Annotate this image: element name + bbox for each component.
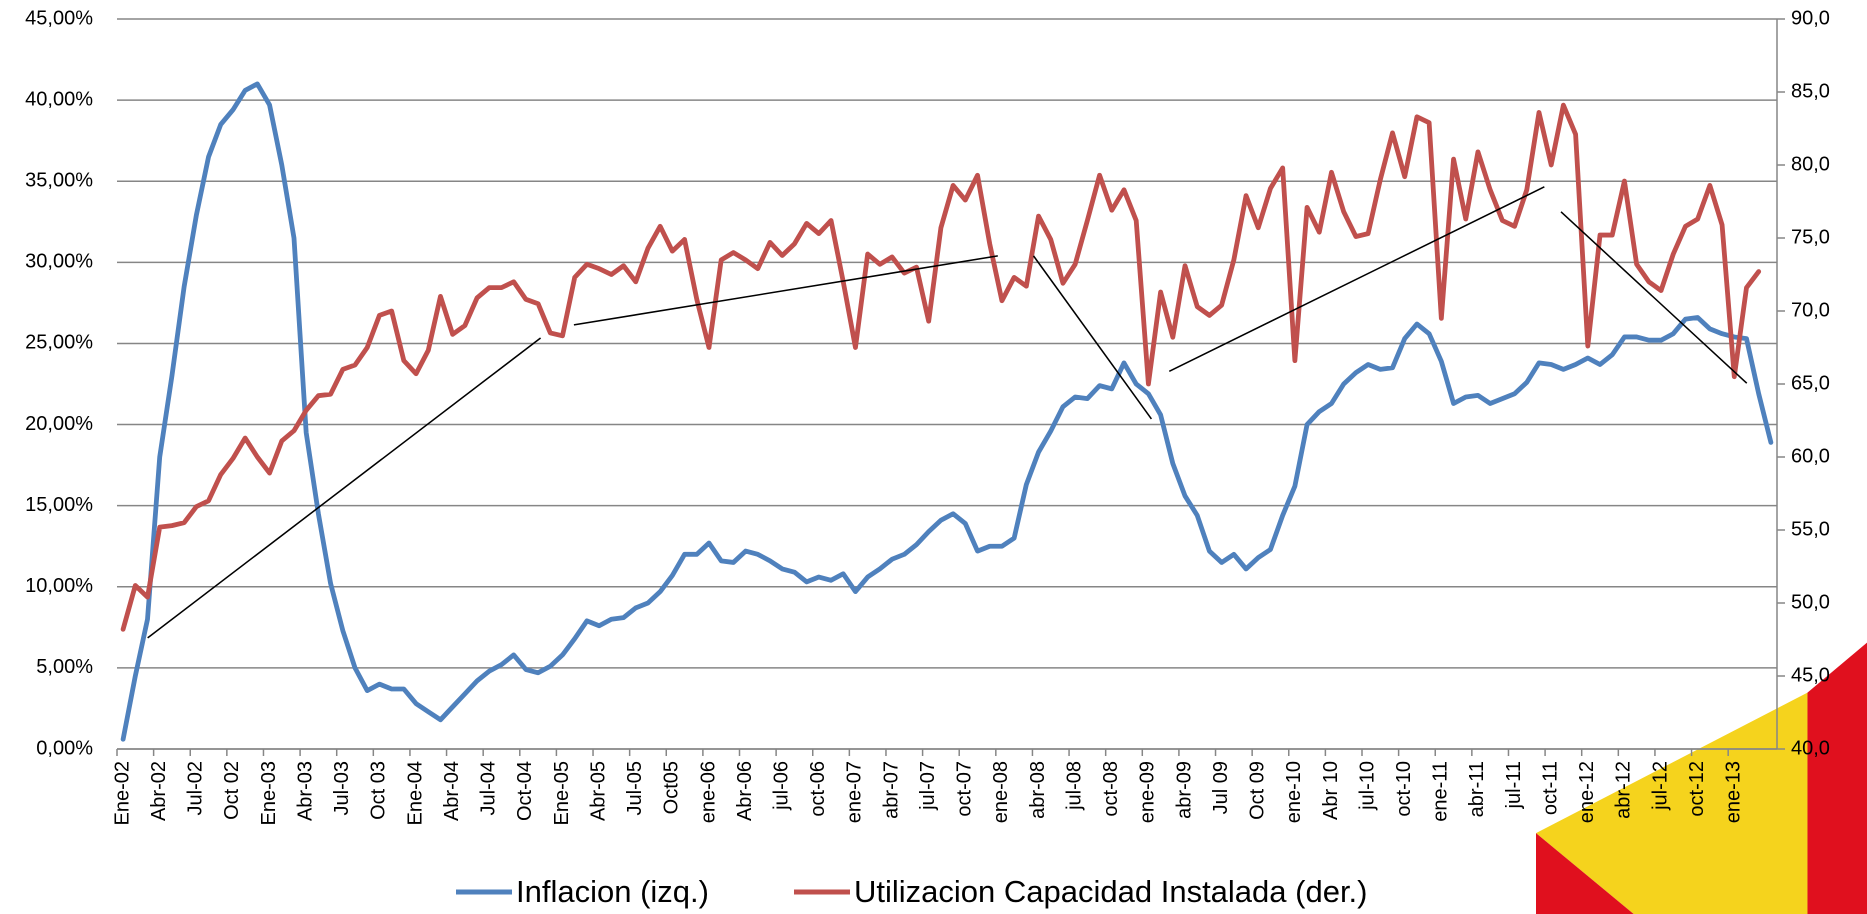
y-tick-label: 25,00%: [25, 332, 93, 354]
legend-label: Inflacion (izq.): [516, 874, 709, 909]
y2-tick-label: 60,0: [1791, 445, 1830, 467]
y-tick-label: 20,00%: [25, 413, 93, 435]
x-tick-label: Oct-04: [514, 761, 536, 821]
x-tick-label: oct-08: [1100, 761, 1122, 817]
x-tick-label: oct-12: [1686, 761, 1708, 817]
trend-line: [1560, 211, 1748, 384]
y2-tick-label: 55,0: [1791, 518, 1830, 540]
x-tick-label: oct-10: [1393, 761, 1415, 817]
x-tick-label: ene-11: [1430, 761, 1452, 822]
trend-line: [1168, 186, 1545, 373]
x-tick-label: Ene-05: [551, 761, 573, 826]
y-tick-label: 30,00%: [25, 251, 93, 273]
x-tick-label: Jul-04: [478, 761, 500, 815]
y2-tick-label: 40,0: [1791, 737, 1830, 759]
x-tick-label: ene-08: [990, 761, 1012, 823]
x-tick-label: abr-12: [1613, 761, 1635, 819]
x-tick-label: Abr-06: [734, 761, 756, 821]
y-tick-label: 5,00%: [36, 656, 93, 678]
y2-tick-label: 80,0: [1791, 153, 1830, 175]
x-tick-label: oct-06: [807, 761, 829, 817]
y-tick-label: 40,00%: [25, 88, 93, 110]
y-tick-label: 10,00%: [25, 575, 93, 597]
y-tick-label: 35,00%: [25, 170, 93, 192]
x-tick-label: ene-10: [1283, 761, 1305, 823]
x-tick-label: ene-12: [1576, 761, 1598, 823]
x-tick-label: ene-09: [1137, 761, 1159, 823]
y2-tick-label: 90,0: [1791, 7, 1830, 29]
trend-line: [147, 337, 542, 639]
x-tick-label: ene-13: [1723, 761, 1745, 823]
trend-line: [1032, 255, 1153, 420]
y2-tick-label: 50,0: [1791, 591, 1830, 613]
x-tick-label: Ene-03: [258, 761, 280, 826]
x-tick-label: jul-10: [1356, 761, 1378, 811]
x-tick-label: Abr-03: [294, 761, 316, 821]
x-tick-label: abr-07: [880, 761, 902, 819]
x-tick-label: Ene-02: [111, 761, 133, 826]
x-tick-label: Jul 09: [1210, 761, 1232, 814]
x-tick-label: abr-11: [1466, 761, 1488, 817]
x-tick-label: Oct 02: [221, 761, 243, 820]
trend-lines: [147, 186, 1748, 639]
decoration-red: [1807, 642, 1867, 914]
series-line: [120, 102, 1762, 632]
y-tick-label: 15,00%: [25, 494, 93, 516]
y2-tick-label: 70,0: [1791, 299, 1830, 321]
x-tick-label: oct-11: [1539, 761, 1561, 815]
x-tick-label: oct-07: [954, 761, 976, 817]
y2-tick-label: 85,0: [1791, 80, 1830, 102]
x-tick-label: abr-08: [1027, 761, 1049, 819]
x-tick-label: jul-06: [771, 761, 793, 811]
y2-tick-label: 75,0: [1791, 226, 1830, 248]
x-tick-label: jul-12: [1649, 761, 1671, 811]
x-tick-label: ene-06: [697, 761, 719, 823]
x-tick-label: ene-07: [844, 761, 866, 823]
decoration-yellow: [1536, 692, 1808, 914]
x-tick-label: jul-08: [1063, 761, 1085, 811]
x-tick-label: Oct 03: [368, 761, 390, 820]
y-tick-label: 0,00%: [36, 737, 93, 759]
x-tick-label: Abr-02: [148, 761, 170, 821]
x-tick-label: Oct 09: [1247, 761, 1269, 820]
x-tick-label: Jul-05: [624, 761, 646, 815]
x-tick-label: jul-07: [917, 761, 939, 811]
x-tick-label: abr-09: [1173, 761, 1195, 819]
x-tick-label: jul-11: [1503, 761, 1525, 809]
series-line: [120, 81, 1774, 742]
x-tick-label: Jul-03: [331, 761, 353, 815]
x-tick-label: Jul-02: [185, 761, 207, 815]
x-tick-label: Abr-05: [587, 761, 609, 821]
y-tick-label: 45,00%: [25, 7, 93, 29]
corner-decoration: [1536, 642, 1867, 914]
plot-area: 0,00% 5,00% 10,00% 15,00% 20,00% 25,00% 30,00%…: [25, 7, 1830, 825]
x-tick-label: Ene-04: [404, 761, 426, 826]
y2-tick-label: 45,0: [1791, 664, 1830, 686]
legend-label: Utilizacion Capacidad Instalada (der.): [854, 874, 1368, 909]
x-tick-label: Abr-04: [441, 761, 463, 821]
x-tick-label: Oct05: [661, 761, 683, 814]
trend-line: [573, 255, 998, 326]
y2-tick-label: 65,0: [1791, 372, 1830, 394]
x-tick-label: Abr 10: [1320, 761, 1342, 820]
